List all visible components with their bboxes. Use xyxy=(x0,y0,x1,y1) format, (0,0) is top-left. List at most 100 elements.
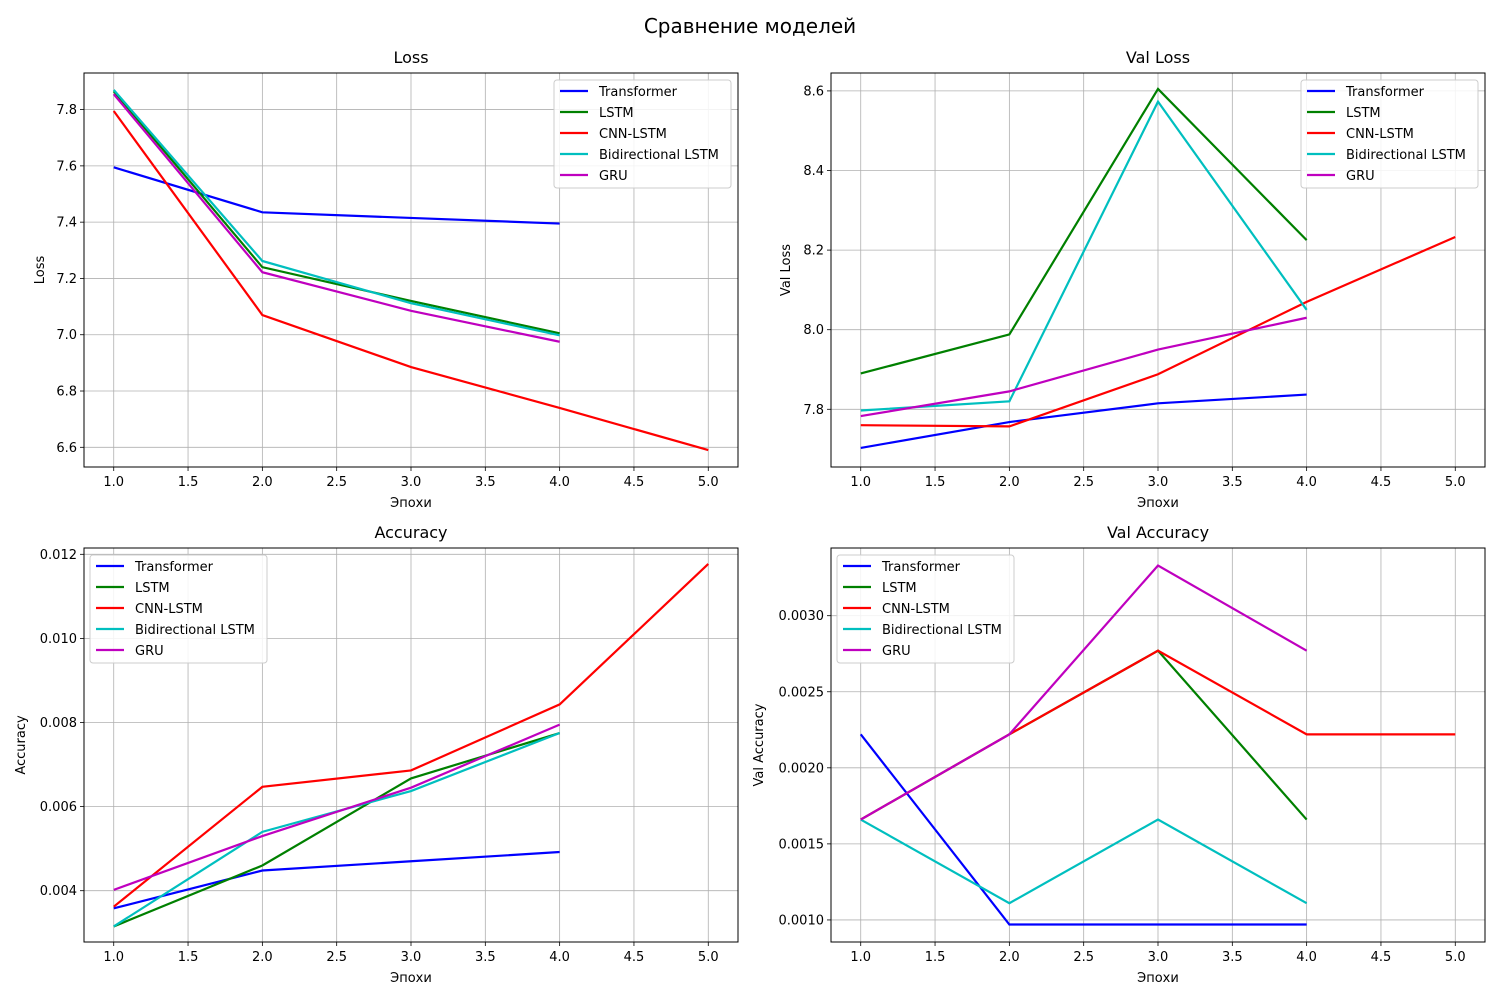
series-line-cnn-lstm xyxy=(113,563,710,908)
x-tick-label: 4.5 xyxy=(1371,475,1392,490)
legend-label: CNN-LSTM xyxy=(135,602,203,617)
x-tick-label: 2.5 xyxy=(326,475,347,490)
plot-frame xyxy=(83,72,739,468)
legend: Transformer LSTM CNN-LSTM Bidirectional LST… xyxy=(89,554,268,664)
legend-label: LSTM xyxy=(599,106,634,121)
chart-title: Val Loss xyxy=(1126,48,1190,67)
chart-title: Loss xyxy=(393,48,428,67)
x-tick-label: 5.0 xyxy=(698,475,719,490)
y-tick-label: 0.008 xyxy=(40,716,77,731)
series-line-cnn-lstm xyxy=(860,235,1456,428)
plot-frame xyxy=(83,547,739,943)
legend-box xyxy=(553,79,732,189)
y-tick-label: 7.2 xyxy=(56,272,77,287)
x-tick-label: 2.5 xyxy=(1073,950,1094,965)
legend-label: CNN-LSTM xyxy=(599,127,667,142)
legend-label: GRU xyxy=(1346,169,1375,184)
legend: Transformer LSTM CNN-LSTM Bidirectional LST… xyxy=(1300,79,1479,189)
y-tick-label: 0.0020 xyxy=(779,761,825,776)
x-tick-label: 4.0 xyxy=(549,475,570,490)
series-line-gru xyxy=(860,316,1307,418)
legend-label: Bidirectional LSTM xyxy=(882,623,1002,638)
y-tick-label: 0.004 xyxy=(40,884,77,899)
legend-label: Transformer xyxy=(1345,85,1425,100)
x-tick-label: 3.5 xyxy=(475,475,496,490)
legend-label: GRU xyxy=(599,169,628,184)
legend-label: Bidirectional LSTM xyxy=(135,623,255,638)
legend-box xyxy=(89,554,268,664)
x-tick-label: 4.0 xyxy=(549,950,570,965)
chart-panel: 1.0 1.5 2.0 2.5 3.0 3.5 4.0 4.5 5.0 7.8 8.0 8.2 8.4 8… xyxy=(779,48,1486,511)
chart-title: Accuracy xyxy=(374,523,447,542)
y-tick-label: 0.006 xyxy=(40,800,77,815)
x-tick-label: 3.0 xyxy=(1148,950,1169,965)
x-tick-label: 2.0 xyxy=(252,475,273,490)
legend-label: CNN-LSTM xyxy=(1346,127,1414,142)
x-tick-label: 2.5 xyxy=(326,950,347,965)
x-tick-label: 3.0 xyxy=(1148,475,1169,490)
x-tick-label: 5.0 xyxy=(1445,475,1466,490)
y-axis-label: Accuracy xyxy=(14,715,29,775)
x-tick-label: 2.0 xyxy=(252,950,273,965)
legend-label: GRU xyxy=(882,644,911,659)
series-line-gru xyxy=(112,93,560,343)
series-line-transformer xyxy=(113,850,560,910)
x-tick-label: 3.5 xyxy=(1222,950,1243,965)
series-line-bidirectional-lstm xyxy=(860,99,1308,412)
y-axis-label: Loss xyxy=(33,256,48,285)
legend-label: Bidirectional LSTM xyxy=(599,148,719,163)
x-tick-label: 1.5 xyxy=(925,475,946,490)
y-tick-label: 8.0 xyxy=(803,323,824,338)
x-tick-label: 4.5 xyxy=(1371,950,1392,965)
x-tick-label: 1.0 xyxy=(103,950,124,965)
series-line-bidirectional-lstm xyxy=(112,89,560,337)
y-tick-label: 8.2 xyxy=(803,244,824,259)
x-tick-label: 1.5 xyxy=(925,950,946,965)
legend-label: Transformer xyxy=(134,560,214,575)
y-tick-label: 7.4 xyxy=(56,216,77,231)
y-tick-label: 0.0015 xyxy=(779,837,825,852)
y-tick-label: 6.6 xyxy=(56,441,77,456)
series-line-cnn-lstm xyxy=(112,110,709,452)
x-axis-label: Эпохи xyxy=(1137,496,1179,511)
y-tick-label: 7.6 xyxy=(56,159,77,174)
series-line-gru xyxy=(860,564,1308,821)
chart-panel: 1.0 1.5 2.0 2.5 3.0 3.5 4.0 4.5 5.0 6.6 6.8 7.0 7.2 7… xyxy=(33,48,739,511)
chart-panel: 1.0 1.5 2.0 2.5 3.0 3.5 4.0 4.5 5.0 0.0010 0.0015 0… xyxy=(752,523,1486,986)
y-tick-label: 0.010 xyxy=(40,632,77,647)
y-tick-label: 7.0 xyxy=(56,328,77,343)
x-axis-label: Эпохи xyxy=(390,971,432,986)
x-tick-label: 3.0 xyxy=(401,475,422,490)
legend-box xyxy=(1300,79,1479,189)
x-tick-label: 2.0 xyxy=(999,475,1020,490)
x-axis-label: Эпохи xyxy=(390,496,432,511)
y-tick-label: 7.8 xyxy=(56,103,77,118)
plot-frame xyxy=(830,72,1486,468)
x-tick-label: 1.5 xyxy=(178,950,199,965)
y-tick-label: 0.0030 xyxy=(779,609,825,624)
series-line-bidirectional-lstm xyxy=(860,818,1308,905)
legend-label: GRU xyxy=(135,644,164,659)
legend-label: CNN-LSTM xyxy=(882,602,950,617)
y-axis-label: Val Accuracy xyxy=(752,703,767,786)
x-tick-label: 4.5 xyxy=(624,950,645,965)
series-line-lstm xyxy=(112,90,560,335)
chart-panel: 1.0 1.5 2.0 2.5 3.0 3.5 4.0 4.5 5.0 0.004 0.006 0.0… xyxy=(14,523,739,986)
legend-label: LSTM xyxy=(135,581,170,596)
series-line-gru xyxy=(113,723,561,891)
y-tick-label: 7.8 xyxy=(803,403,824,418)
plot-frame xyxy=(830,547,1486,943)
x-tick-label: 5.0 xyxy=(698,950,719,965)
series-line-lstm xyxy=(860,87,1308,375)
x-tick-label: 2.5 xyxy=(1073,475,1094,490)
y-tick-label: 0.0010 xyxy=(779,913,825,928)
x-tick-label: 2.0 xyxy=(999,950,1020,965)
y-tick-label: 8.4 xyxy=(803,164,824,179)
legend-label: Bidirectional LSTM xyxy=(1346,148,1466,163)
x-tick-label: 5.0 xyxy=(1445,950,1466,965)
x-tick-label: 4.5 xyxy=(624,475,645,490)
legend: Transformer LSTM CNN-LSTM Bidirectional LST… xyxy=(836,554,1015,664)
chart-title: Val Accuracy xyxy=(1107,523,1209,542)
x-tick-label: 1.0 xyxy=(103,475,124,490)
x-tick-label: 3.0 xyxy=(401,950,422,965)
